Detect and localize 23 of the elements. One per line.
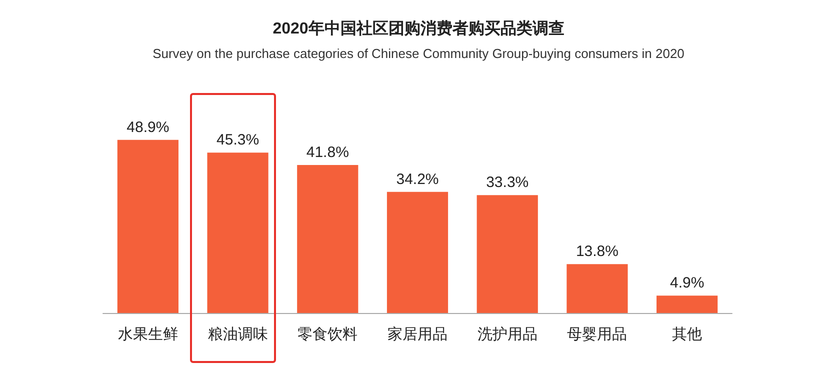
data-label: 34.2% <box>396 170 439 188</box>
bar <box>386 192 448 313</box>
bar <box>207 152 268 313</box>
x-tick-label: 家居用品 <box>388 326 448 343</box>
x-tick-label: 粮油调味 <box>208 326 268 343</box>
data-label: 4.9% <box>670 274 704 292</box>
chart-title: 2020年中国社区团购消费者购买品类调查 <box>272 20 564 38</box>
x-tick-label: 母婴用品 <box>567 326 628 343</box>
bar <box>656 296 718 313</box>
bar <box>297 164 358 313</box>
chart-subtitle: Survey on the purchase categories of Chinese Community Group-buying consumers in 2020 <box>152 46 684 61</box>
bar <box>117 140 178 313</box>
bar <box>566 264 628 313</box>
data-label: 45.3% <box>216 132 260 149</box>
x-tick-label: 洗护用品 <box>477 326 538 343</box>
data-label: 41.8% <box>306 144 349 161</box>
bar <box>476 195 538 313</box>
x-tick-label: 水果生鲜 <box>118 326 178 343</box>
data-label: 13.8% <box>576 243 618 260</box>
x-tick-label: 零食饮料 <box>298 326 358 343</box>
data-label: 33.3% <box>486 174 529 192</box>
x-tick-label: 其他 <box>672 326 702 343</box>
data-label: 48.9% <box>126 118 170 136</box>
